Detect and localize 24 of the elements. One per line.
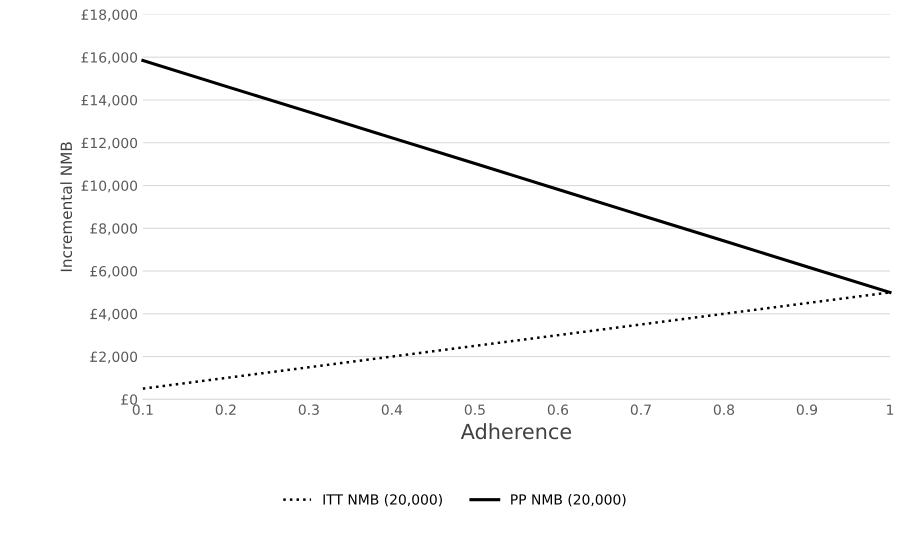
x-tick-label: 0.2 bbox=[216, 404, 236, 415]
x-tick-label: 0.5 bbox=[464, 404, 485, 415]
y-tick-label: £16,000 bbox=[81, 52, 138, 64]
x-tick-label: 0.6 bbox=[548, 404, 568, 415]
legend-label: ITT NMB (20,000) bbox=[324, 494, 442, 506]
y-tick-label: £8,000 bbox=[90, 223, 138, 236]
x-tick-label: 0.3 bbox=[298, 404, 319, 415]
y-tick-label: £14,000 bbox=[81, 94, 138, 107]
x-axis-title: Adherence bbox=[460, 423, 572, 440]
y-tick-label: £18,000 bbox=[81, 9, 138, 22]
y-tick-label: £10,000 bbox=[81, 180, 138, 192]
x-tick-label: 0.8 bbox=[714, 404, 734, 415]
x-tick-label: 0.4 bbox=[382, 404, 402, 415]
y-tick-label: £2,000 bbox=[90, 352, 138, 364]
y-tick-label: £6,000 bbox=[90, 266, 138, 278]
x-tick-label: 0.9 bbox=[796, 404, 818, 415]
x-tick-label: 0.7 bbox=[630, 404, 651, 415]
legend-label: PP NMB (20,000) bbox=[511, 494, 626, 506]
x-tick-label: 0.1 bbox=[132, 404, 153, 415]
y-tick-label: £4,000 bbox=[90, 308, 138, 321]
y-tick-label: £12,000 bbox=[81, 138, 138, 150]
y-axis-title: Incremental NMB bbox=[60, 142, 72, 272]
x-tick-label: 1 bbox=[887, 404, 894, 415]
y-tick-label: £0 bbox=[121, 394, 138, 405]
